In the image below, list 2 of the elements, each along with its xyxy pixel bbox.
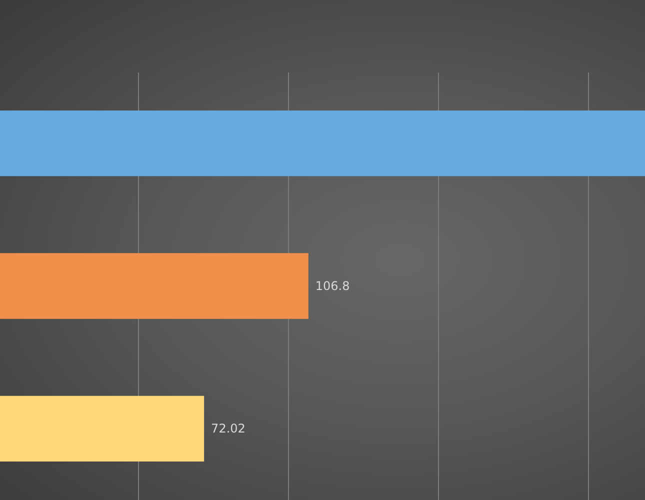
data-label: 72.02 bbox=[211, 422, 246, 436]
data-label: 106.8 bbox=[315, 279, 350, 293]
